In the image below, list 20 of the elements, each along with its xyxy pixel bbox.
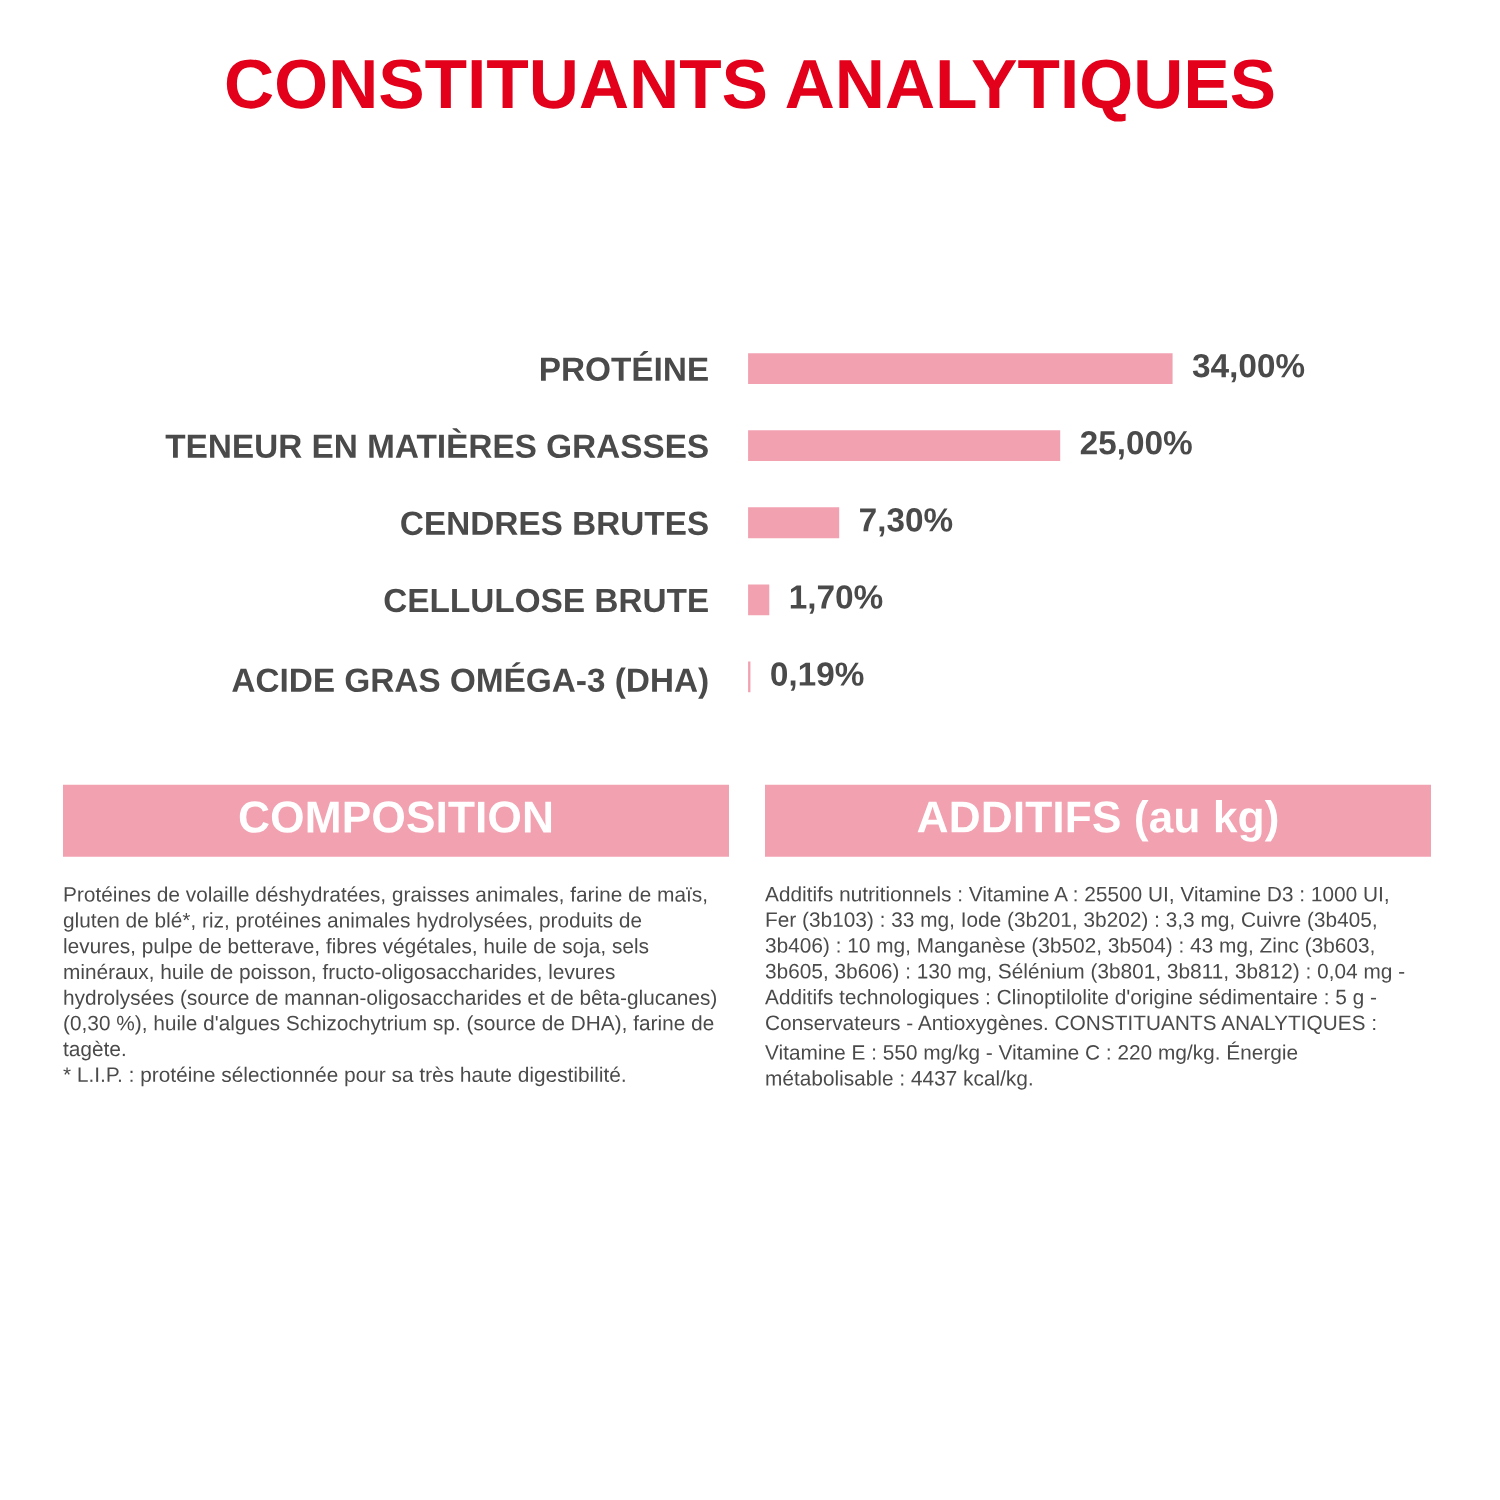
text: ADDITIFS (au kg) [917,800,1278,842]
y-tick-label: ACIDE GRAS OMÉGA-3 (DHA) [232,662,708,699]
text: * L.I.P. : protéine sélectionnée pour sa très haute digestibilité. [63,1066,625,1087]
y-tick-label: TENEUR EN MATIÈRES GRASSES [165,428,708,459]
text: Additifs nutritionnels : Vitamine A : 25500 UI, Vitamine D3 : 1000 UI, Fer (3b103) : 33 mg, Iode (3b201, 3b202) : 3,3 mg, Cuivre (3b405, 3b406) : 10 mg, Manganèse (3b502, 3b504) : 43 mg, Zinc (3b603, 3b605, 3b606) : 130 mg, Sélénium (3b801, 3b811, 3b812) : 0,04 mg - Additifs technologiques : Clinoptilolite d'origine sédimentaire : 5 g - Conservateurs - Antioxygènes. CONSTITUANTS ANALYTIQUES : Vitamine E : 550 mg/kg - Vitamine C : 220 mg/kg. Énergie métabolisable : 4437 kcal/kg. [765,886,1405,1090]
data-label: 7,30% [860,508,953,537]
chart-title: CONSTITUANTS ANALYTIQUES [226,59,1274,122]
data-label: 0,19% [771,662,864,691]
y-tick-label: CENDRES BRUTES [401,511,708,536]
bar [748,353,1173,384]
data-label: 1,70% [790,585,883,614]
text: Protéines de volaille déshydratées, graisses animales, farine de maïs, gluten de blé*, riz, protéines animales hydrolysées, produits de levures, pulpe de betterave, fibres végétales, huile de soja, sels minéraux, huile de poisson, fructo-oligosaccharides, levures hydrolysées (source de mannan-oligosaccharides et de bêta-glucanes) (0,30 %), huile d'algues Schizochytrium sp. (source de DHA), farine de tagète. [63,886,717,1061]
y-tick-label: CELLULOSE BRUTE [384,588,708,613]
y-tick-label: PROTÉINE [540,351,708,381]
data-label: 34,00% [1192,353,1305,383]
data-label: 25,00% [1080,430,1192,460]
bar [748,430,1061,462]
text: COMPOSITION [239,801,552,833]
bar [748,584,770,616]
bar [748,507,840,539]
